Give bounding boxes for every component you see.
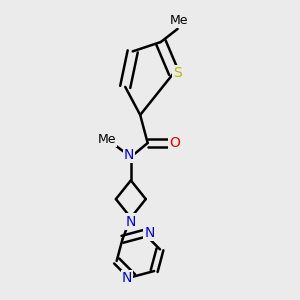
Text: S: S	[173, 66, 182, 80]
Text: N: N	[124, 148, 134, 162]
Text: Me: Me	[169, 14, 188, 27]
Text: Me: Me	[97, 133, 116, 146]
Text: N: N	[126, 214, 136, 229]
Text: N: N	[122, 271, 132, 285]
Text: N: N	[145, 226, 155, 240]
Text: O: O	[169, 136, 180, 150]
